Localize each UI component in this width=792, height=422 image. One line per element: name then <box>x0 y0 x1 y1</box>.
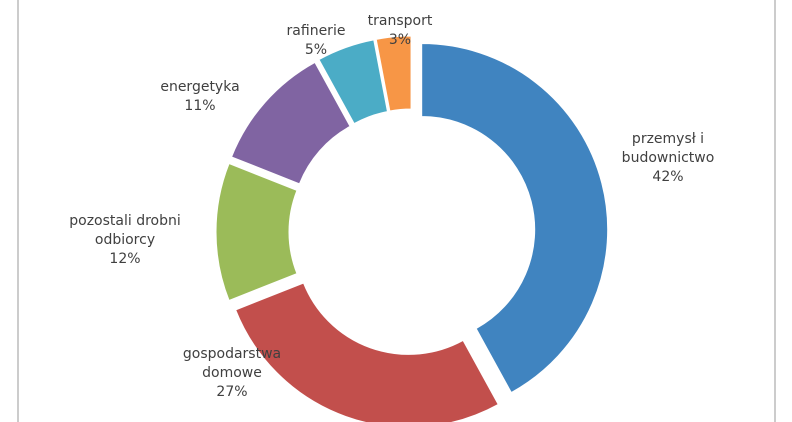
percent-label: 42% <box>652 169 684 185</box>
category-name: gospodarstwa domowe <box>182 346 282 381</box>
category-name: energetyka <box>160 79 240 95</box>
category-name: rafinerie <box>286 23 346 39</box>
category-name: pozostali drobni odbiorcy <box>69 213 181 248</box>
percent-label: 12% <box>109 251 141 267</box>
percent-label: 27% <box>216 384 248 400</box>
slice-label: transport 3% <box>368 12 433 50</box>
slice-label: energetyka 11% <box>160 78 239 116</box>
donut-slice <box>318 39 389 125</box>
category-name: transport <box>367 13 433 29</box>
category-name: przemysł i budownictwo <box>621 131 715 166</box>
slice-label: przemysł i budownictwo 42% <box>622 130 715 187</box>
donut-slice <box>375 35 412 112</box>
donut-slice <box>230 61 351 185</box>
percent-label: 5% <box>304 42 328 58</box>
slice-label: gospodarstwa domowe 27% <box>183 345 281 402</box>
donut-slice <box>235 282 499 422</box>
slice-label: rafinerie 5% <box>287 22 346 60</box>
donut-slice <box>215 162 298 302</box>
percent-label: 3% <box>388 32 412 48</box>
slice-label: pozostali drobni odbiorcy 12% <box>69 212 181 269</box>
donut-slice <box>421 43 609 394</box>
percent-label: 11% <box>184 98 216 114</box>
